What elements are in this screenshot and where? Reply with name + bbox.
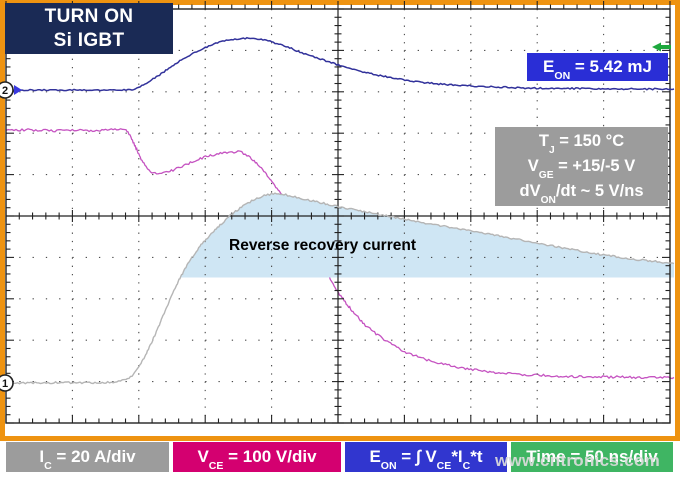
eon-measurement-badge: EON = 5.42 mJ (527, 53, 668, 81)
title-box: TURN ON Si IGBT (5, 3, 173, 54)
legend-time-scale: Time = 50 ns/div (511, 442, 673, 472)
ch1-marker: 1 (0, 374, 14, 392)
reverse-recovery-area (180, 193, 675, 278)
ch2-marker: 2 (0, 81, 22, 99)
legend-eon-formula: EON = ∫ VCE*IC*t (345, 442, 507, 472)
graticule (5, 1, 671, 424)
title-line-1: TURN ON (44, 6, 134, 27)
legend-vce-scale: VCE = 100 V/div (173, 442, 341, 472)
condition-vge: VGE = +15/-5 V (527, 157, 636, 181)
trigger-arrow-icon (652, 42, 671, 52)
trace-ic (5, 192, 675, 385)
reverse-recovery-annotation: Reverse recovery current (229, 237, 416, 254)
svg-text:2: 2 (2, 85, 8, 97)
title-line-2: Si IGBT (53, 30, 125, 51)
waveform-canvas: 21 (0, 1, 675, 424)
svg-text:1: 1 (2, 378, 8, 390)
trace-eon (5, 36, 675, 92)
condition-tj: TJ = 150 °C (538, 132, 625, 156)
test-conditions-box: TJ = 150 °C VGE = +15/-5 V dVON/dt ~ 5 V… (495, 127, 668, 206)
legend-ic-scale: IC = 20 A/div (6, 442, 169, 472)
watermark: www.cntronics.com (495, 451, 661, 470)
condition-dvdt: dVON/dt ~ 5 V/ns (519, 182, 644, 206)
